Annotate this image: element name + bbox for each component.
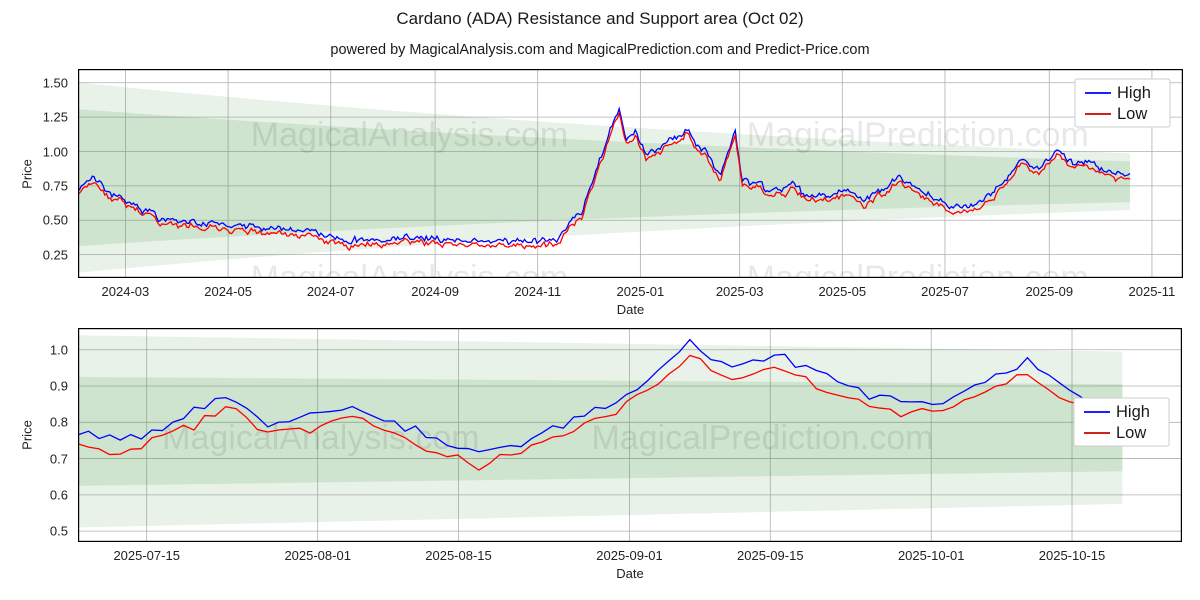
svg-text:MagicalPrediction.com: MagicalPrediction.com [747, 116, 1089, 154]
svg-text:Price: Price [19, 420, 34, 450]
svg-text:MagicalPrediction.com: MagicalPrediction.com [747, 259, 1089, 278]
svg-text:MagicalPrediction.com: MagicalPrediction.com [591, 419, 933, 457]
svg-text:MagicalAnalysis.com: MagicalAnalysis.com [251, 259, 568, 278]
svg-text:High: High [1117, 84, 1151, 102]
svg-text:MagicalAnalysis.com: MagicalAnalysis.com [251, 116, 568, 154]
svg-text:High: High [1116, 403, 1150, 421]
svg-text:Price: Price [19, 159, 34, 189]
svg-text:Low: Low [1117, 105, 1147, 123]
svg-text:Low: Low [1116, 424, 1146, 442]
